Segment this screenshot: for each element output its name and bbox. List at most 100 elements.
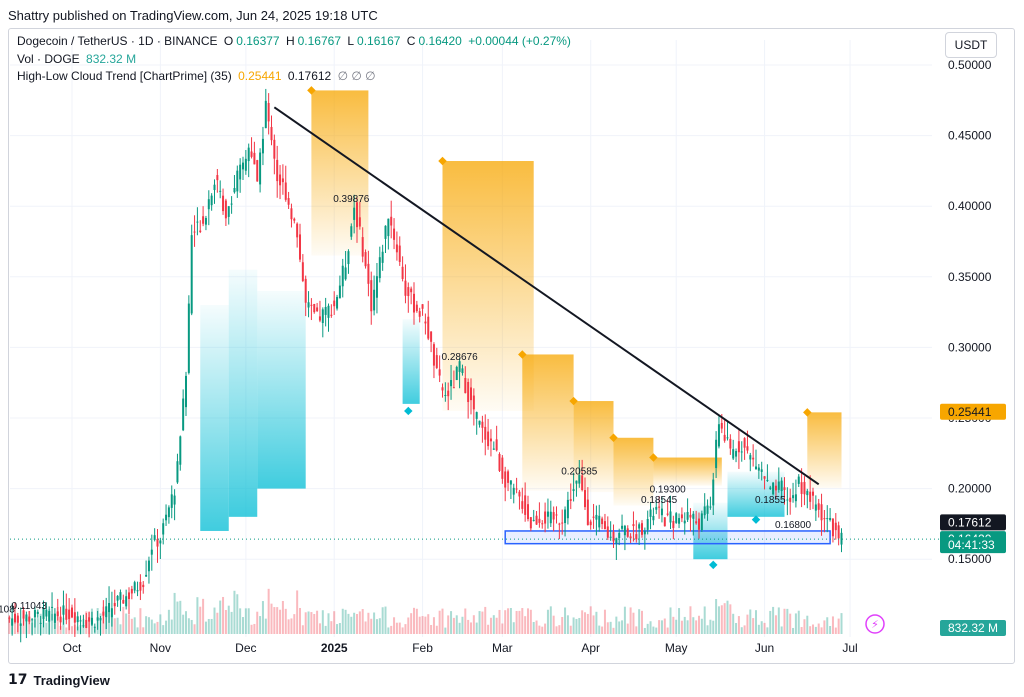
candle-body (675, 513, 678, 523)
indicator-label[interactable]: High-Low Cloud Trend [ChartPrime] (35) (17, 69, 232, 83)
volume-bar (638, 609, 641, 634)
candle-body (757, 467, 760, 471)
currency-button[interactable]: USDT (945, 32, 997, 58)
candle-body (196, 221, 199, 223)
price-annotation: 0.1855 (755, 495, 786, 506)
candle-body (45, 609, 48, 617)
volume-bar (729, 604, 732, 634)
volume-bar (133, 617, 136, 634)
volume-bar (569, 625, 572, 634)
candle-body (56, 611, 59, 617)
high-key: H (285, 34, 295, 48)
candle-body (589, 521, 592, 526)
volume-bar (472, 615, 475, 634)
symbol-name[interactable]: Dogecoin / TetherUS · 1D · BINANCE (17, 34, 218, 48)
price-tick: 0.15000 (948, 552, 992, 566)
candle-body (541, 523, 544, 525)
candle-body (39, 622, 42, 624)
open-key: O (223, 34, 234, 48)
volume-bar (578, 617, 581, 634)
volume-bar (615, 616, 618, 634)
volume-bar (589, 606, 592, 634)
candle-body (612, 531, 615, 542)
candle-body (501, 457, 504, 479)
candle-body (663, 517, 666, 527)
volume-bar (307, 611, 310, 634)
candle-body (774, 485, 777, 491)
volume-bar (706, 625, 709, 634)
candle-body (481, 421, 484, 428)
volume-bar (398, 622, 401, 634)
bullish-cloud (200, 305, 229, 531)
volume-bar (185, 611, 187, 634)
volume-bar (336, 624, 339, 634)
candle-body (210, 195, 213, 206)
candle-body (581, 475, 584, 491)
candle-body (31, 619, 34, 621)
volume-bar (284, 608, 287, 634)
volume-bar (338, 622, 341, 634)
candle-body (752, 457, 755, 460)
candle-body (236, 170, 239, 192)
volume-bar (672, 616, 675, 634)
candle-body (777, 481, 780, 490)
volume-bar (817, 623, 820, 634)
candle-body (509, 480, 512, 485)
volume-bar (689, 606, 692, 634)
brand-name[interactable]: TradingView (33, 672, 110, 688)
bearish-marker-icon (609, 433, 618, 443)
volume-bar (36, 618, 39, 634)
candle-body (318, 316, 321, 321)
volume-bar (700, 618, 703, 634)
candle-body (139, 581, 142, 591)
volume-bar (735, 622, 738, 634)
volume-bar (618, 621, 621, 634)
candle-body (244, 158, 247, 171)
volume-bar (147, 617, 150, 634)
volume-bar (14, 617, 16, 634)
bearish-cloud (613, 437, 654, 506)
candle-body (85, 620, 88, 628)
candle-body (173, 495, 176, 505)
volume-bar (51, 613, 54, 634)
volume-bar (766, 627, 769, 634)
volume-label[interactable]: Vol · DOGE (17, 52, 80, 66)
candle-body (113, 602, 116, 607)
candle-body (535, 515, 538, 525)
volume-bar (407, 617, 410, 634)
candle-body (167, 507, 170, 518)
high-value: 0.16767 (297, 34, 342, 48)
candle-body (817, 503, 820, 510)
candle-body (524, 495, 527, 515)
candle-body (193, 231, 196, 233)
volume-bar (635, 626, 638, 634)
candle-body (584, 490, 586, 508)
candle-body (358, 217, 361, 227)
candle-body (749, 455, 752, 460)
bearish-marker-icon (518, 350, 527, 359)
candle-body (695, 521, 698, 524)
candle-body (806, 490, 809, 496)
volume-bar (333, 611, 336, 634)
volume-bar (441, 608, 444, 634)
candle-body (187, 303, 190, 373)
candle-body (281, 178, 284, 183)
candle-body (803, 481, 806, 495)
candle-body (626, 528, 629, 537)
candle-body (706, 505, 709, 514)
candle-body (381, 251, 384, 263)
volume-bar (418, 616, 421, 634)
candle-body (655, 506, 658, 510)
candle-body (595, 514, 598, 520)
volume-bar (467, 619, 470, 634)
volume-bar (202, 598, 205, 634)
volume-bar (270, 603, 273, 634)
volume-bar (461, 616, 464, 634)
candle-body (256, 160, 259, 182)
volume-bar (675, 619, 678, 634)
candle-body (760, 469, 763, 472)
volume-bar (213, 607, 216, 634)
candle-body (347, 251, 350, 265)
candle-body (475, 412, 478, 419)
